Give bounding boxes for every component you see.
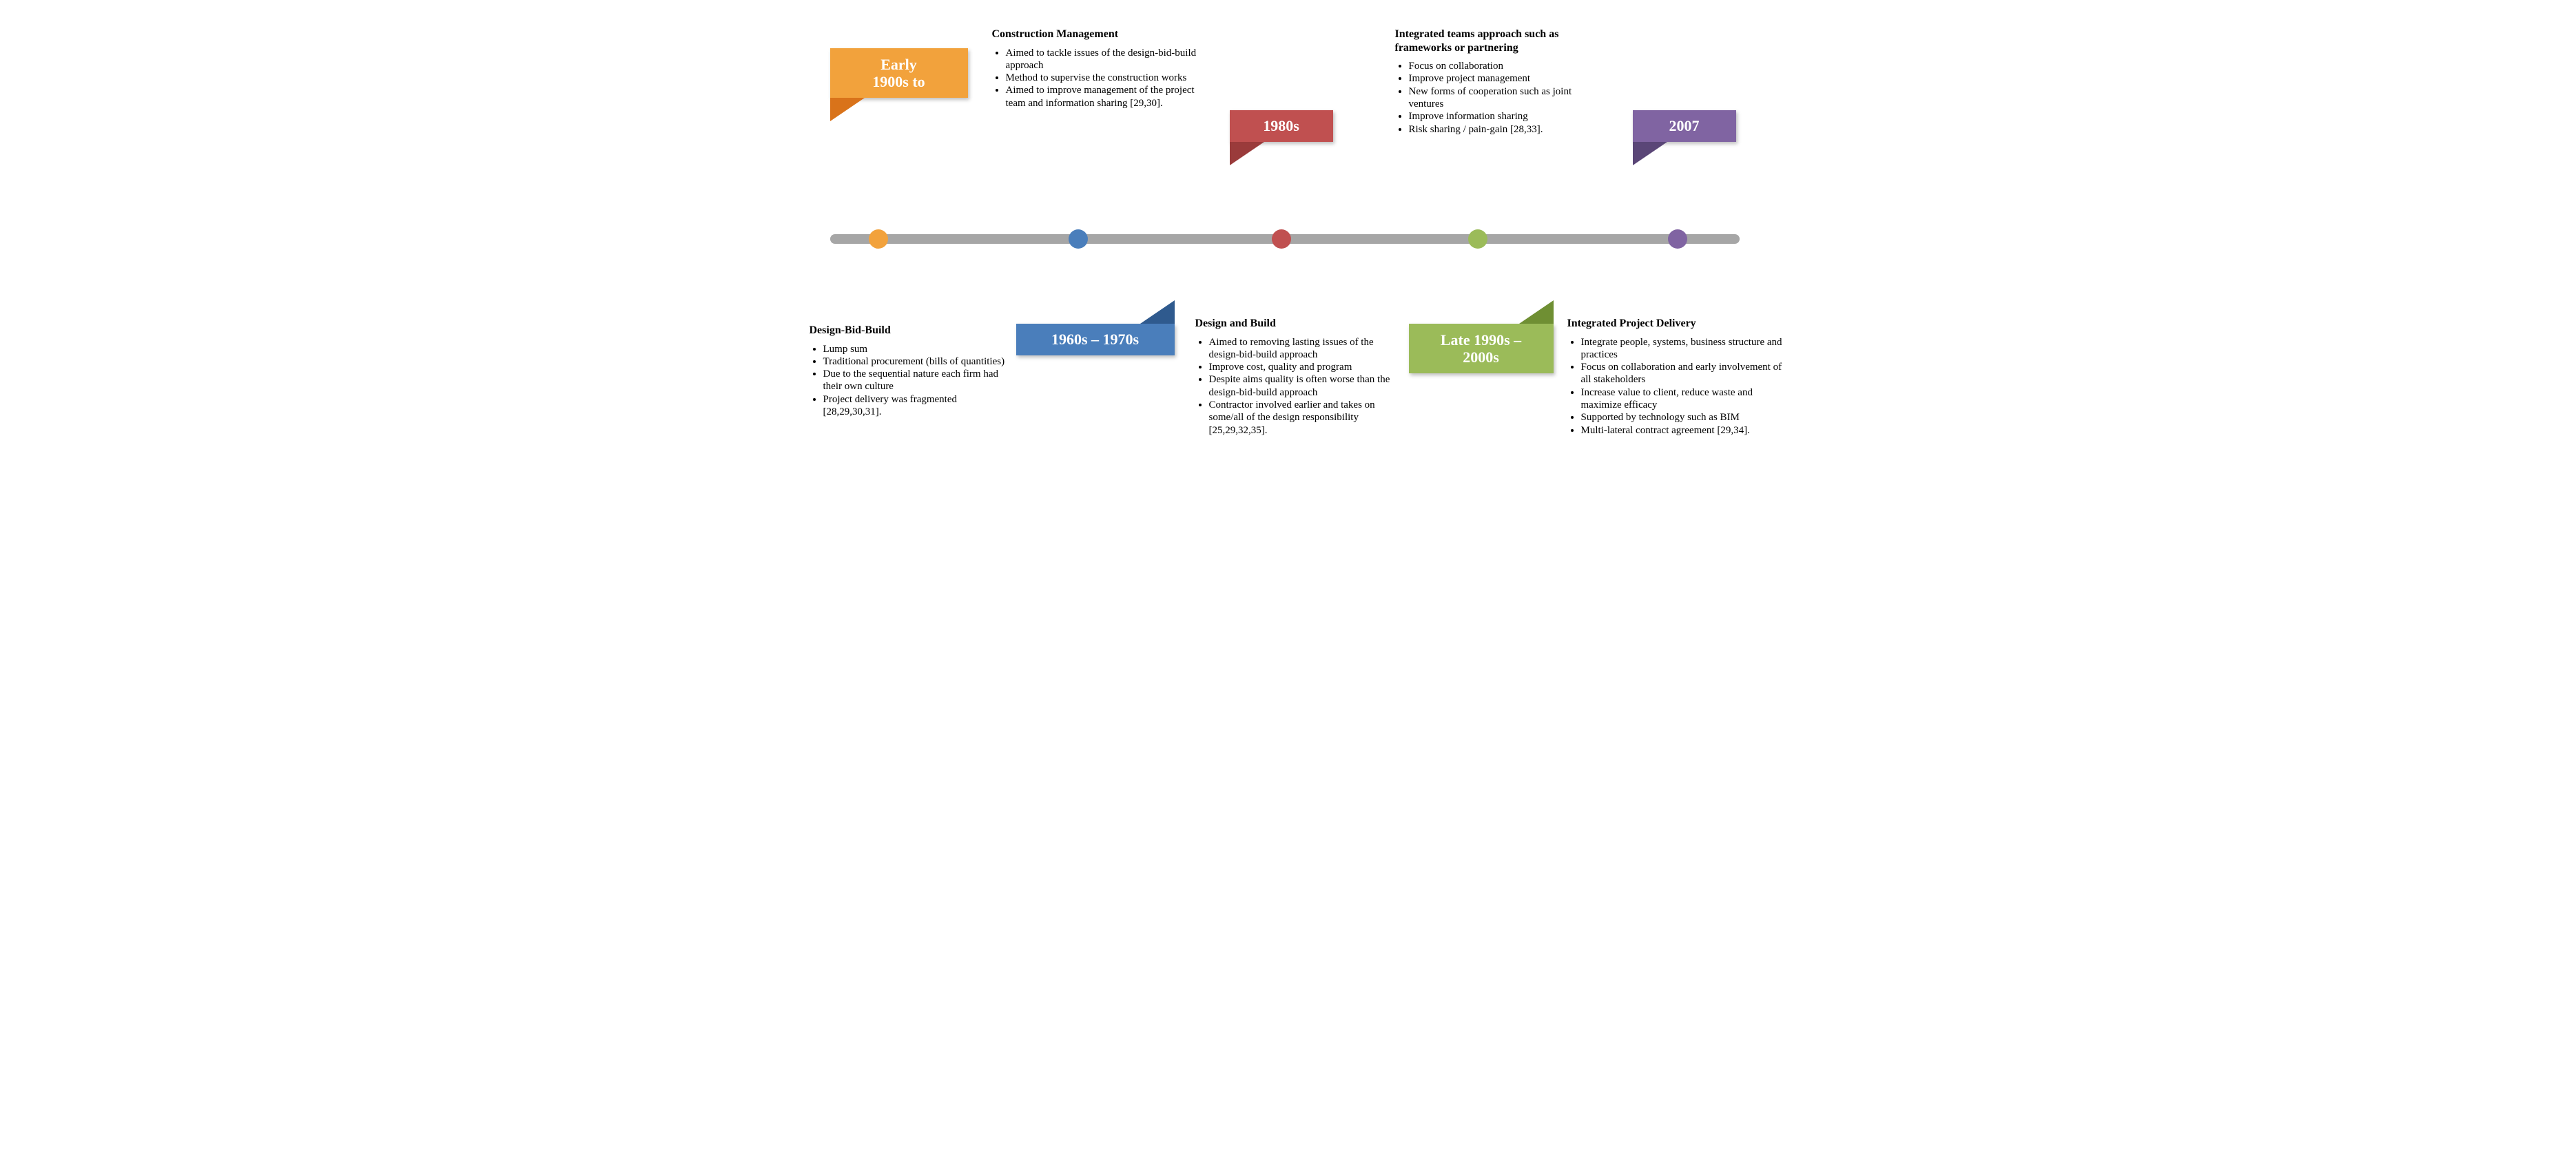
content-block-bullet: Risk sharing / pain-gain [28,33]. [1409, 123, 1609, 136]
era-tag-tail [1633, 142, 1667, 165]
content-block-bullet: Multi-lateral contract agreement [29,34]… [1581, 424, 1788, 437]
content-block: Integrated Project Delivery Integrate peo… [1567, 317, 1788, 437]
era-tag-label: 1960s – 1970s [1051, 331, 1139, 348]
era-tag: 1960s – 1970s [1016, 324, 1175, 355]
era-tag: Early1900s to [830, 48, 968, 98]
era-tag-label: 1900s to [872, 73, 925, 90]
content-block-list: Lump sumTraditional procurement (bills o… [810, 343, 1009, 419]
content-block-bullet: Aimed to improve management of the proje… [1006, 84, 1199, 110]
content-block: Construction Management Aimed to tackle i… [992, 28, 1199, 110]
content-block-bullet: Despite aims quality is often worse than… [1209, 373, 1402, 399]
content-block-list: Aimed to removing lasting issues of the … [1195, 336, 1402, 437]
content-block-list: Aimed to tackle issues of the design-bid… [992, 47, 1199, 110]
era-tag-tail [1140, 300, 1175, 324]
era-tag-tail [1519, 300, 1554, 324]
content-block-bullet: Due to the sequential nature each firm h… [823, 368, 1009, 393]
content-block-bullet: Aimed to tackle issues of the design-bid… [1006, 47, 1199, 72]
era-tag-label: Early [880, 56, 917, 73]
era-tag-label: 1980s [1263, 117, 1299, 134]
content-block-title: Integrated Project Delivery [1567, 317, 1788, 331]
content-block-list: Focus on collaborationImprove project ma… [1395, 60, 1609, 136]
era-tag-tail [830, 98, 865, 121]
content-block-bullet: Contractor involved earlier and takes on… [1209, 399, 1402, 437]
timeline-node [1668, 229, 1687, 249]
content-block-title: Design and Build [1195, 317, 1402, 331]
timeline-node [1069, 229, 1088, 249]
timeline-node [1468, 229, 1487, 249]
content-block-bullet: Integrate people, systems, business stru… [1581, 336, 1788, 362]
content-block-bullet: Improve project management [1409, 72, 1609, 85]
content-block-title: Design-Bid-Build [810, 324, 1009, 337]
content-block-bullet: Project delivery was fragmented [28,29,3… [823, 393, 1009, 419]
content-block-bullet: Improve cost, quality and program [1209, 361, 1402, 373]
era-tag-tail [1230, 142, 1264, 165]
content-block: Design and Build Aimed to removing lastin… [1195, 317, 1402, 437]
content-block-bullet: Aimed to removing lasting issues of the … [1209, 336, 1402, 362]
content-block-bullet: Supported by technology such as BIM [1581, 411, 1788, 424]
content-block: Integrated teams approach such as framew… [1395, 28, 1609, 136]
era-tag-label: 2007 [1669, 117, 1700, 134]
timeline-node [869, 229, 888, 249]
content-block-bullet: Increase value to client, reduce waste a… [1581, 386, 1788, 412]
era-tag-label: Late 1990s – [1441, 331, 1521, 349]
content-block-bullet: Focus on collaboration [1409, 60, 1609, 72]
timeline-diagram: Early1900s to 1980s 2007 1960s – 1970s Late … [789, 28, 1788, 468]
content-block-bullet: Focus on collaboration and early involve… [1581, 361, 1788, 386]
content-block-title: Construction Management [992, 28, 1199, 41]
content-block-bullet: Improve information sharing [1409, 110, 1609, 123]
content-block-bullet: Method to supervise the construction wor… [1006, 72, 1199, 84]
content-block-bullet: Traditional procurement (bills of quanti… [823, 355, 1009, 368]
content-block-title: Integrated teams approach such as framew… [1395, 28, 1609, 54]
content-block-bullet: Lump sum [823, 343, 1009, 355]
content-block-bullet: New forms of cooperation such as joint v… [1409, 85, 1609, 111]
content-block-list: Integrate people, systems, business stru… [1567, 336, 1788, 437]
timeline-node [1272, 229, 1291, 249]
era-tag: 2007 [1633, 110, 1736, 142]
era-tag: Late 1990s –2000s [1409, 324, 1554, 373]
era-tag: 1980s [1230, 110, 1333, 142]
content-block: Design-Bid-Build Lump sumTraditional proc… [810, 324, 1009, 418]
era-tag-label: 2000s [1463, 349, 1499, 366]
